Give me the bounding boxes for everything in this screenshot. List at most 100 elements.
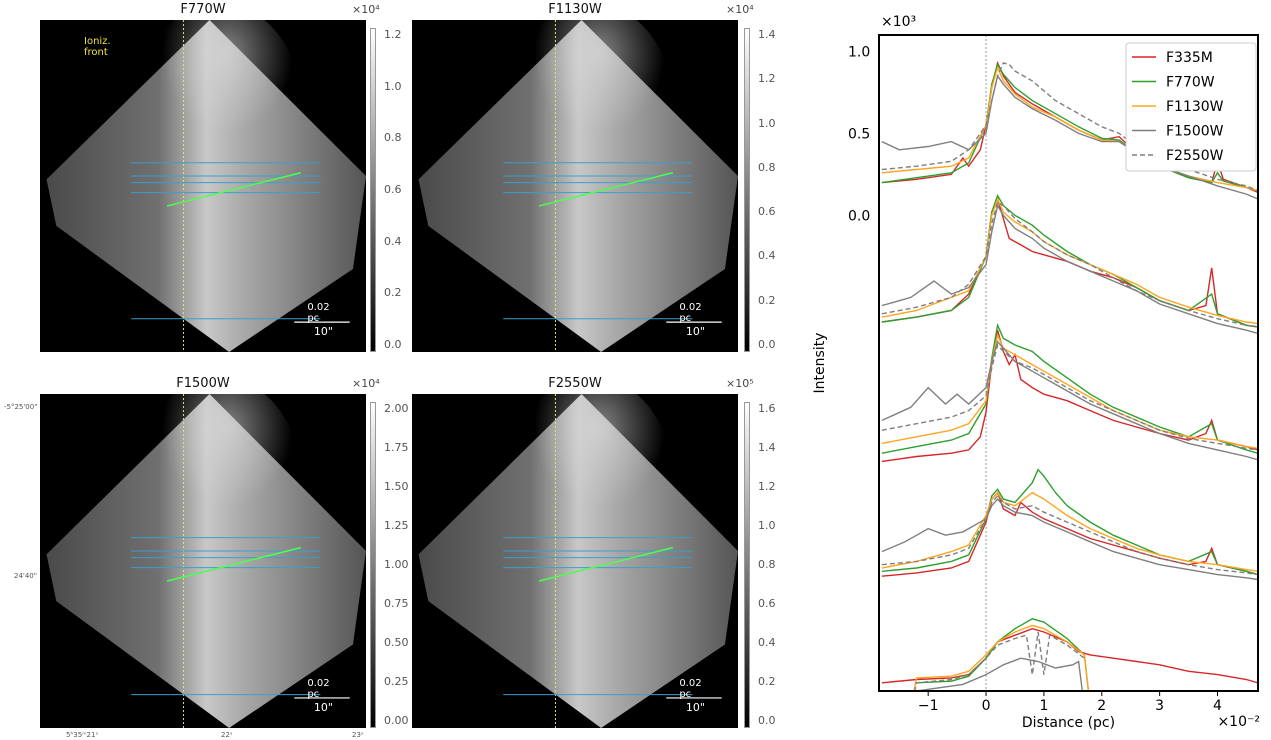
colorbar-multiplier: ×10⁴	[726, 3, 754, 16]
legend-entry: F1500W	[1166, 124, 1224, 140]
y-axis-label: Intensity	[812, 333, 828, 394]
panel-title: F1130W	[548, 2, 602, 17]
y-tick-label: 0.5	[848, 126, 870, 142]
colorbar-tick-label: 0.8	[758, 558, 776, 571]
colorbar-tick-label: 1.0	[758, 519, 776, 532]
colorbar-tick-label: 1.00	[384, 558, 409, 571]
x-tick-label: 1	[1039, 698, 1048, 714]
scalebar-arcsec: 10"	[685, 325, 705, 339]
profile-plot: −1 0 1 2 3 4 0.0 0.5 1.0 ×10³ ×10⁻² Distance (pc) In…	[812, 14, 1260, 731]
colorbar-tick-label: 0.75	[384, 597, 409, 610]
legend-entry: F770W	[1166, 75, 1215, 91]
colorbar-tick-label: 0.6	[384, 183, 402, 196]
x-tick-label: 2	[1097, 698, 1106, 714]
colorbar-tick-label: 0.6	[758, 597, 776, 610]
ionization-front-label: Ioniz. front	[84, 36, 111, 58]
coordinate-label: -5°25'00"	[4, 403, 38, 411]
series-line-f770w	[881, 322, 1258, 454]
series-line-f1130w	[881, 197, 1258, 325]
panel-title: F770W	[180, 2, 226, 17]
scalebar-pc: 0.02 pc	[307, 677, 330, 700]
series-line-f1500w	[881, 340, 1258, 461]
panel-title: F2550W	[548, 376, 602, 391]
scalebar-arcsec: 10"	[313, 701, 333, 715]
colorbar-tick-label: 0.50	[384, 636, 409, 649]
colorbar	[744, 402, 750, 728]
series-line-f1130w	[881, 491, 1258, 572]
colorbar-tick-label: 1.4	[758, 441, 776, 454]
series-line-f2550w	[881, 201, 1258, 328]
nebula-image	[412, 20, 738, 352]
coordinate-label: 22ˢ	[221, 731, 233, 739]
x-tick-label: 4	[1213, 698, 1222, 714]
series-line-f770w	[881, 194, 1258, 328]
series-line-f335m	[881, 627, 1258, 684]
colorbar-tick-label: 0.8	[384, 131, 402, 145]
series-line-f1500w	[881, 74, 1258, 200]
colorbar	[370, 402, 376, 728]
legend-box	[1125, 42, 1257, 172]
coordinate-label: 5ʰ35ᵐ21ˢ	[66, 731, 99, 739]
colorbar-tick-label: 1.2	[758, 72, 776, 86]
colorbar-tick-label: 0.4	[758, 249, 776, 263]
curves-group	[881, 60, 1258, 691]
colorbar-tick-label: 1.25	[384, 519, 409, 532]
colorbar-tick-label: 0.2	[384, 286, 402, 300]
series-line-f335m	[881, 60, 1258, 194]
x-multiplier: ×10⁻²	[1217, 714, 1260, 730]
colorbar-tick-label: 0.8	[758, 160, 776, 174]
series-line-f1130w	[913, 624, 1090, 691]
coordinate-label: 24'40"	[14, 572, 37, 580]
series-line-f1130w	[881, 332, 1258, 449]
y-multiplier: ×10³	[881, 14, 916, 30]
scalebar-pc: 0.02 pc	[307, 302, 330, 325]
colorbar-tick-label: 1.0	[384, 79, 402, 93]
series-line-f2550w	[913, 631, 1085, 691]
y-tick-label: 0.0	[848, 208, 870, 224]
y-tick-label: 1.0	[848, 44, 870, 60]
x-tick-label: −1	[918, 698, 939, 714]
legend-entry: F335M	[1166, 50, 1213, 66]
colorbar-tick-label: 1.75	[384, 441, 409, 454]
colorbar-multiplier: ×10⁴	[352, 3, 380, 16]
colorbar-tick-label: 0.4	[384, 234, 402, 248]
colorbar	[370, 28, 376, 352]
nebula-image	[40, 20, 366, 352]
colorbar-tick-label: 0.0	[758, 338, 776, 351]
scalebar-arcsec: 10"	[685, 701, 705, 715]
x-tick-label: 0	[982, 698, 991, 714]
colorbar-tick-label: 0.2	[758, 293, 776, 307]
series-line-f2550w	[881, 343, 1258, 451]
colorbar-tick-label: 2.00	[384, 402, 409, 415]
x-tick-label: 3	[1155, 698, 1164, 714]
colorbar-tick-label: 1.4	[758, 28, 776, 41]
legend-entry: F1130W	[1166, 99, 1224, 115]
colorbar-tick-label: 0.4	[758, 636, 776, 649]
nebula-image	[412, 394, 738, 728]
series-line-f770w	[881, 468, 1258, 576]
colorbar-tick-label: 0.6	[758, 205, 776, 219]
series-line-f1500w	[881, 498, 1258, 581]
series-line-f335m	[881, 330, 1258, 463]
colorbar-tick-label: 1.0	[758, 116, 776, 130]
series-line-f2550w	[881, 494, 1258, 576]
colorbar	[744, 28, 750, 352]
panel-title: F1500W	[176, 376, 230, 391]
colorbar-tick-label: 0.00	[384, 714, 409, 727]
colorbar-multiplier: ×10⁴	[352, 377, 380, 390]
series-line-f1500w	[881, 203, 1258, 335]
colorbar-tick-label: 0.2	[758, 675, 776, 688]
colorbar-multiplier: ×10⁵	[726, 377, 754, 390]
scalebar-pc: 0.02 pc	[679, 302, 702, 325]
colorbar-tick-label: 1.2	[758, 480, 776, 493]
colorbar-tick-label: 0.0	[758, 714, 776, 727]
series-line-f1500w	[915, 657, 1084, 691]
x-axis-label: Distance (pc)	[1022, 715, 1115, 731]
plot-frame	[878, 34, 1259, 692]
colorbar-tick-label: 1.2	[384, 28, 402, 41]
nebula-image	[40, 394, 366, 728]
series-line-f335m	[881, 491, 1258, 577]
colorbar-tick-label: 1.6	[758, 402, 776, 415]
coordinate-label: 23ˢ	[352, 731, 364, 739]
series-line-f770w	[916, 618, 1090, 691]
